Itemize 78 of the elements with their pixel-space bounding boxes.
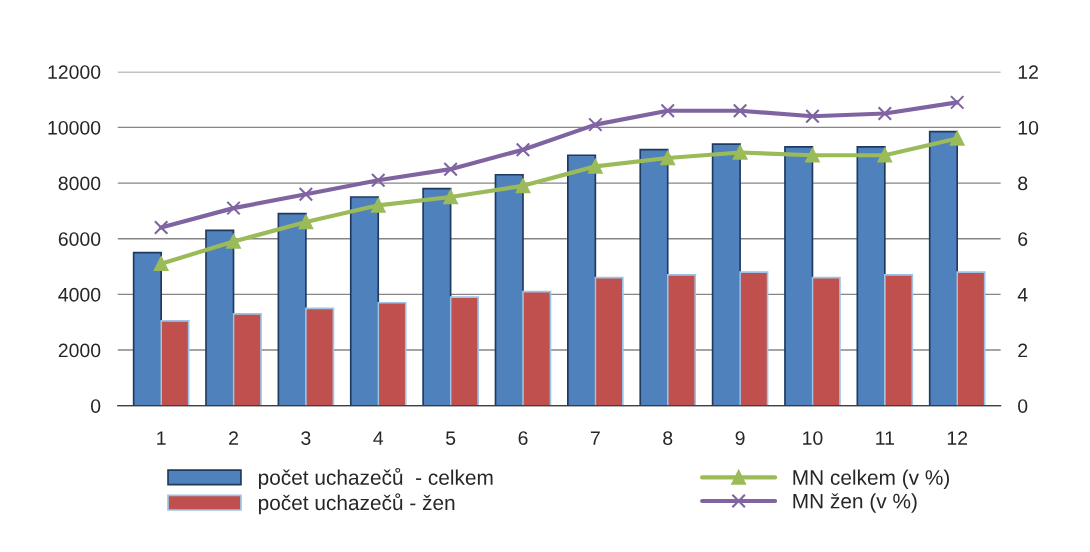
- y2-tick-label: 8: [1018, 176, 1028, 191]
- legend-label: MN celkem (v %): [793, 469, 950, 489]
- x-tick-label: 8: [663, 431, 673, 445]
- point: [877, 106, 893, 121]
- y-tick-label: 12000: [48, 65, 101, 79]
- x-tick-label: 11: [876, 431, 894, 445]
- point: [588, 117, 603, 132]
- point: [660, 150, 676, 166]
- y-tick-label: 4000: [58, 287, 101, 302]
- y2-tick-label: 6: [1018, 232, 1028, 246]
- legend-label: počet uchazečů - celkem: [258, 467, 493, 489]
- y-tick-label: 10000: [48, 120, 101, 135]
- bar: [956, 271, 986, 406]
- bar: [856, 146, 886, 406]
- y-tick-label: 0: [91, 399, 101, 413]
- x-tick-label: 12: [947, 431, 968, 445]
- point: [298, 214, 314, 230]
- y-tick-label: 6000: [58, 232, 101, 246]
- bar: [594, 276, 624, 406]
- x-tick-label: 7: [590, 431, 600, 445]
- point: [949, 131, 965, 146]
- y2-tick-label: 10: [1018, 120, 1039, 135]
- bar: [711, 143, 741, 406]
- bar: [522, 290, 552, 406]
- point: [226, 200, 241, 216]
- x-tick-label: 10: [803, 431, 823, 445]
- point: [877, 147, 893, 163]
- point: [732, 145, 748, 160]
- bar: [349, 196, 380, 406]
- x-tick-label: 5: [445, 431, 456, 445]
- bar: [567, 154, 597, 406]
- x-tick-label: 9: [735, 431, 745, 445]
- y2-tick-label: 0: [1018, 399, 1028, 413]
- point: [153, 256, 169, 272]
- point: [805, 147, 820, 163]
- y2-tick-label: 2: [1018, 343, 1028, 358]
- point: [732, 103, 748, 119]
- bar: [277, 212, 307, 406]
- y2-tick-label: 12: [1018, 65, 1038, 79]
- point: [443, 161, 458, 177]
- bar: [305, 307, 335, 406]
- point: [515, 178, 531, 194]
- point: [226, 234, 241, 249]
- x-tick-label: 2: [229, 431, 238, 445]
- x-tick-label: 6: [518, 431, 528, 445]
- bar: [232, 313, 262, 406]
- x-tick-label: 1: [157, 431, 166, 445]
- bar: [449, 296, 479, 406]
- x-tick-label: 4: [373, 431, 384, 445]
- y-tick-label: 8000: [58, 176, 101, 191]
- bar: [739, 271, 769, 406]
- x-tick-label: 3: [301, 431, 311, 445]
- bar: [205, 229, 235, 406]
- point: [588, 159, 603, 174]
- legend-label: počet uchazečů - žen: [258, 493, 455, 515]
- bar: [928, 130, 959, 406]
- bar: [377, 301, 407, 406]
- bar: [784, 146, 814, 406]
- bar: [132, 251, 162, 406]
- point: [443, 189, 458, 205]
- bar: [422, 187, 452, 406]
- bar: [883, 274, 914, 406]
- point: [515, 142, 531, 157]
- legend-label: MN žen (v %): [793, 493, 917, 513]
- point: [949, 95, 965, 110]
- bar: [639, 148, 669, 406]
- point: [153, 220, 169, 235]
- bar: [666, 274, 697, 406]
- bar: [160, 320, 190, 406]
- point: [298, 186, 314, 202]
- bar: [494, 173, 524, 406]
- point: [370, 173, 386, 188]
- y-tick-label: 2000: [58, 343, 101, 358]
- y2-tick-label: 4: [1017, 288, 1028, 302]
- point: [370, 198, 386, 213]
- bar: [811, 276, 841, 406]
- point: [805, 109, 820, 124]
- point: [660, 103, 676, 119]
